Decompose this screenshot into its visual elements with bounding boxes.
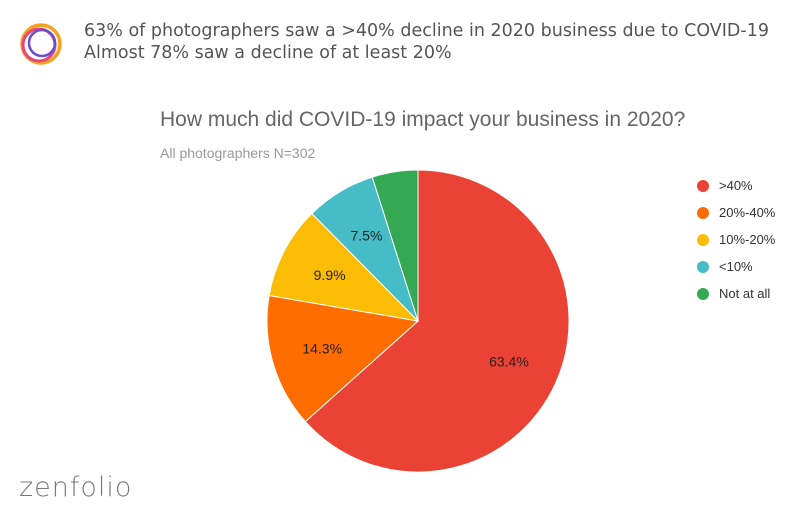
headline-line-2: Almost 78% saw a decline of at least 20%	[84, 43, 452, 63]
brand-wordmark: zenfolio	[19, 472, 133, 503]
legend-item-4: Not at all	[697, 280, 775, 307]
legend-item-3: <10%	[697, 253, 775, 280]
headline: 63% of photographers saw a >40% decline …	[84, 20, 769, 64]
legend-label-4: Not at all	[719, 286, 771, 301]
legend-item-1: 20%-40%	[697, 199, 775, 226]
legend-swatch-3	[697, 260, 709, 273]
legend-label-3: <10%	[719, 259, 753, 274]
legend-label-1: 20%-40%	[719, 205, 776, 220]
pie-slice-1	[266, 294, 420, 423]
chart-legend: >40% 20%-40% 10%-20% <10% Not at all	[697, 172, 775, 307]
pie-label-0: 63.4%	[489, 354, 529, 370]
legend-swatch-4	[697, 287, 709, 300]
pie-slice-2	[268, 212, 420, 322]
pie-label-1: 14.3%	[302, 341, 342, 357]
pie-slice-0	[304, 169, 570, 473]
headline-line-1: 63% of photographers saw a >40% decline …	[84, 21, 769, 41]
legend-swatch-0	[697, 179, 709, 192]
legend-item-0: >40%	[697, 172, 775, 199]
pie-label-3: 7.5%	[351, 228, 383, 244]
chart-title: How much did COVID-19 impact your busine…	[160, 108, 686, 131]
legend-label-0: >40%	[719, 178, 753, 193]
pie-slice-4	[371, 169, 419, 322]
legend-item-2: 10%-20%	[697, 226, 775, 253]
legend-swatch-1	[697, 206, 709, 219]
pie-label-2: 9.9%	[314, 267, 346, 283]
legend-label-2: 10%-20%	[719, 232, 776, 247]
zenfolio-logo-icon	[20, 23, 62, 65]
chart-subtitle: All photographers N=302	[160, 145, 316, 161]
legend-swatch-2	[697, 233, 709, 246]
